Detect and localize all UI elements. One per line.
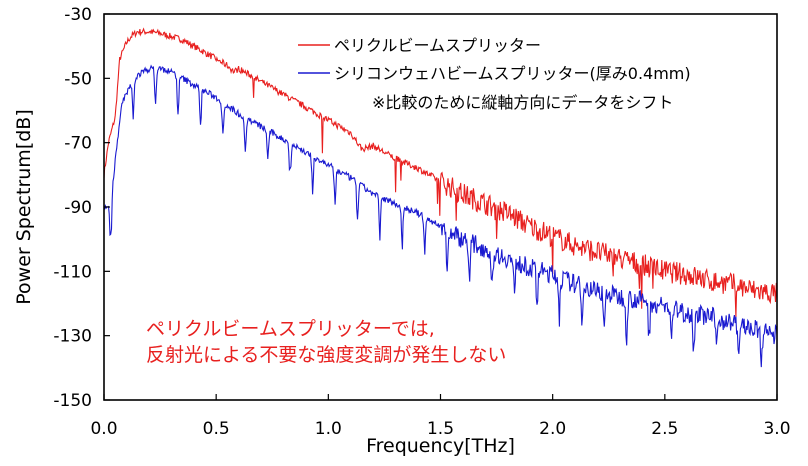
x-tick-label: 1.0	[315, 419, 342, 439]
annotation-line-2: 反射光による不要な強度変調が発生しない	[146, 344, 506, 366]
ticks-layer: 0.0 0.5 1.0 1.5 2.0 2.5 3.0 -30 -50 -70 -90 -110 -13…	[53, 5, 790, 439]
y-tick-label: -130	[53, 327, 92, 347]
legend-label-silicon: シリコンウェハビームスプリッター(厚み0.4mm)	[334, 64, 691, 83]
y-tick-label: -90	[64, 198, 92, 218]
x-tick-label: 3.0	[763, 419, 790, 439]
series-layer	[103, 27, 778, 368]
x-tick-label: 0.0	[90, 419, 117, 439]
y-tick-label: -30	[64, 5, 92, 25]
x-tick-label: 2.0	[539, 419, 566, 439]
annotation: ペリクルビームスプリッターでは, 反射光による不要な強度変調が発生しない	[146, 318, 506, 366]
y-tick-label: -50	[64, 69, 92, 89]
x-tick-label: 2.5	[651, 419, 678, 439]
y-tick-label: -110	[53, 262, 92, 282]
y-tick-label: -150	[53, 391, 92, 411]
x-axis-title: Frequency[THz]	[366, 435, 515, 457]
y-tick-label: -70	[64, 134, 92, 154]
x-tick-label: 0.5	[203, 419, 230, 439]
series-line-silicon	[103, 64, 778, 368]
x-tick-label: 1.5	[427, 419, 454, 439]
y-axis-title: Power Spectrum[dB]	[13, 109, 35, 304]
legend: ペリクルビームスプリッター シリコンウェハビームスプリッター(厚み0.4mm) …	[298, 36, 691, 112]
shift-note: ※比較のために縦軸方向にデータをシフト	[372, 93, 673, 112]
legend-label-pellicle: ペリクルビームスプリッター	[334, 36, 541, 55]
series-line-pellicle	[103, 27, 778, 318]
annotation-line-1: ペリクルビームスプリッターでは,	[146, 318, 435, 340]
